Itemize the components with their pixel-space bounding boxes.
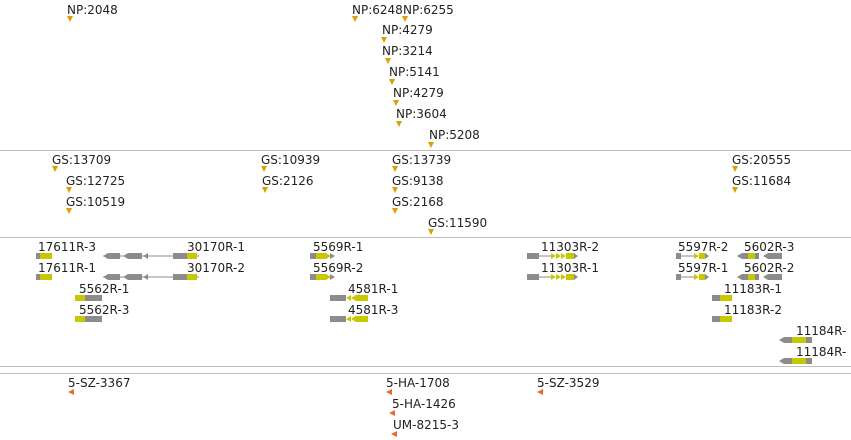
gene-model-glyph[interactable]: [330, 292, 370, 306]
gene-label[interactable]: 11183R-2: [724, 303, 782, 317]
np-marker-icon[interactable]: [402, 16, 408, 22]
gene-model-glyph[interactable]: [712, 292, 736, 306]
gs-marker-icon[interactable]: [392, 208, 398, 214]
np-feature-label[interactable]: NP:3604: [396, 107, 447, 121]
gene-model-glyph[interactable]: [103, 250, 199, 264]
gene-label[interactable]: 11303R-1: [541, 261, 599, 275]
gene-label[interactable]: 5597R-1: [678, 261, 729, 275]
gs-marker-icon[interactable]: [261, 166, 267, 172]
gene-label[interactable]: 11303R-2: [541, 240, 599, 254]
np-marker-icon[interactable]: [67, 16, 73, 22]
track-separator: [0, 366, 851, 367]
gs-marker-icon[interactable]: [732, 166, 738, 172]
gs-marker-icon[interactable]: [392, 166, 398, 172]
gs-feature-label[interactable]: GS:2168: [392, 195, 444, 209]
probe-label[interactable]: 5-HA-1426: [392, 397, 456, 411]
gs-feature-label[interactable]: GS:20555: [732, 153, 792, 167]
gs-marker-icon[interactable]: [52, 166, 58, 172]
np-marker-icon[interactable]: [352, 16, 358, 22]
gs-feature-label[interactable]: GS:11684: [732, 174, 792, 188]
np-feature-label[interactable]: NP:5208: [429, 128, 480, 142]
gene-model-glyph[interactable]: [330, 313, 370, 327]
gene-model-glyph[interactable]: [310, 250, 336, 264]
gene-label[interactable]: 5602R-3: [744, 240, 795, 254]
probe-label[interactable]: 5-SZ-3529: [537, 376, 600, 390]
gene-model-glyph[interactable]: [103, 271, 199, 285]
gene-label[interactable]: 11183R-1: [724, 282, 782, 296]
track-separator: [0, 237, 851, 238]
gene-label[interactable]: 30170R-2: [187, 261, 245, 275]
np-marker-icon[interactable]: [393, 100, 399, 106]
gs-marker-icon[interactable]: [732, 187, 738, 193]
gs-feature-label[interactable]: GS:13739: [392, 153, 452, 167]
gs-marker-icon[interactable]: [392, 187, 398, 193]
gs-feature-label[interactable]: GS:2126: [262, 174, 314, 188]
gene-model-glyph[interactable]: [737, 250, 785, 264]
gene-model-glyph[interactable]: [527, 250, 579, 264]
gs-marker-icon[interactable]: [66, 187, 72, 193]
np-feature-label[interactable]: NP:4279: [382, 23, 433, 37]
gene-label[interactable]: 5602R-2: [744, 261, 795, 275]
np-marker-icon[interactable]: [385, 58, 391, 64]
gene-label[interactable]: 5562R-1: [79, 282, 130, 296]
probe-label[interactable]: 5-HA-1708: [386, 376, 450, 390]
gene-model-glyph[interactable]: [712, 313, 736, 327]
np-marker-icon[interactable]: [389, 79, 395, 85]
gene-model-glyph[interactable]: [36, 250, 56, 264]
gene-model-glyph[interactable]: [310, 271, 336, 285]
gs-feature-label[interactable]: GS:10939: [261, 153, 321, 167]
probe-label[interactable]: UM-8215-3: [393, 418, 459, 432]
gene-label[interactable]: 11184R-: [796, 345, 847, 359]
gene-label[interactable]: 5597R-2: [678, 240, 729, 254]
gene-label[interactable]: 17611R-3: [38, 240, 96, 254]
gene-label[interactable]: 5569R-1: [313, 240, 364, 254]
np-feature-label[interactable]: NP:4279: [393, 86, 444, 100]
gs-marker-icon[interactable]: [262, 187, 268, 193]
np-feature-label[interactable]: NP:5141: [389, 65, 440, 79]
probe-marker-icon[interactable]: [391, 431, 397, 437]
gene-model-glyph[interactable]: [75, 292, 105, 306]
np-feature-label[interactable]: NP:6248: [352, 3, 403, 17]
probe-label[interactable]: 5-SZ-3367: [68, 376, 131, 390]
probe-marker-icon[interactable]: [537, 389, 543, 395]
gene-model-glyph[interactable]: [36, 271, 56, 285]
gs-feature-label[interactable]: GS:13709: [52, 153, 112, 167]
gene-model-glyph[interactable]: [737, 271, 785, 285]
probe-marker-icon[interactable]: [389, 410, 395, 416]
np-feature-label[interactable]: NP:6255: [403, 3, 454, 17]
np-feature-label[interactable]: NP:3214: [382, 44, 433, 58]
gene-label[interactable]: 11184R-: [796, 324, 847, 338]
gene-model-glyph[interactable]: [527, 271, 579, 285]
probe-marker-icon[interactable]: [386, 389, 392, 395]
np-marker-icon[interactable]: [396, 121, 402, 127]
gene-model-glyph[interactable]: [779, 334, 813, 348]
gene-label[interactable]: 5562R-3: [79, 303, 130, 317]
gs-feature-label[interactable]: GS:9138: [392, 174, 444, 188]
gs-feature-label[interactable]: GS:10519: [66, 195, 126, 209]
gs-feature-label[interactable]: GS:11590: [428, 216, 488, 230]
gene-label[interactable]: 5569R-2: [313, 261, 364, 275]
np-marker-icon[interactable]: [381, 37, 387, 43]
gene-model-glyph[interactable]: [676, 271, 710, 285]
np-marker-icon[interactable]: [428, 142, 434, 148]
gs-marker-icon[interactable]: [428, 229, 434, 235]
gene-label[interactable]: 4581R-3: [348, 303, 399, 317]
gene-model-glyph[interactable]: [75, 313, 105, 327]
gene-label[interactable]: 17611R-1: [38, 261, 96, 275]
gs-marker-icon[interactable]: [66, 208, 72, 214]
gene-model-glyph[interactable]: [779, 355, 813, 369]
gs-feature-label[interactable]: GS:12725: [66, 174, 126, 188]
np-feature-label[interactable]: NP:2048: [67, 3, 118, 17]
gene-model-glyph[interactable]: [676, 250, 710, 264]
gene-label[interactable]: 30170R-1: [187, 240, 245, 254]
gene-label[interactable]: 4581R-1: [348, 282, 399, 296]
track-separator: [0, 373, 851, 374]
track-separator: [0, 150, 851, 151]
probe-marker-icon[interactable]: [68, 389, 74, 395]
